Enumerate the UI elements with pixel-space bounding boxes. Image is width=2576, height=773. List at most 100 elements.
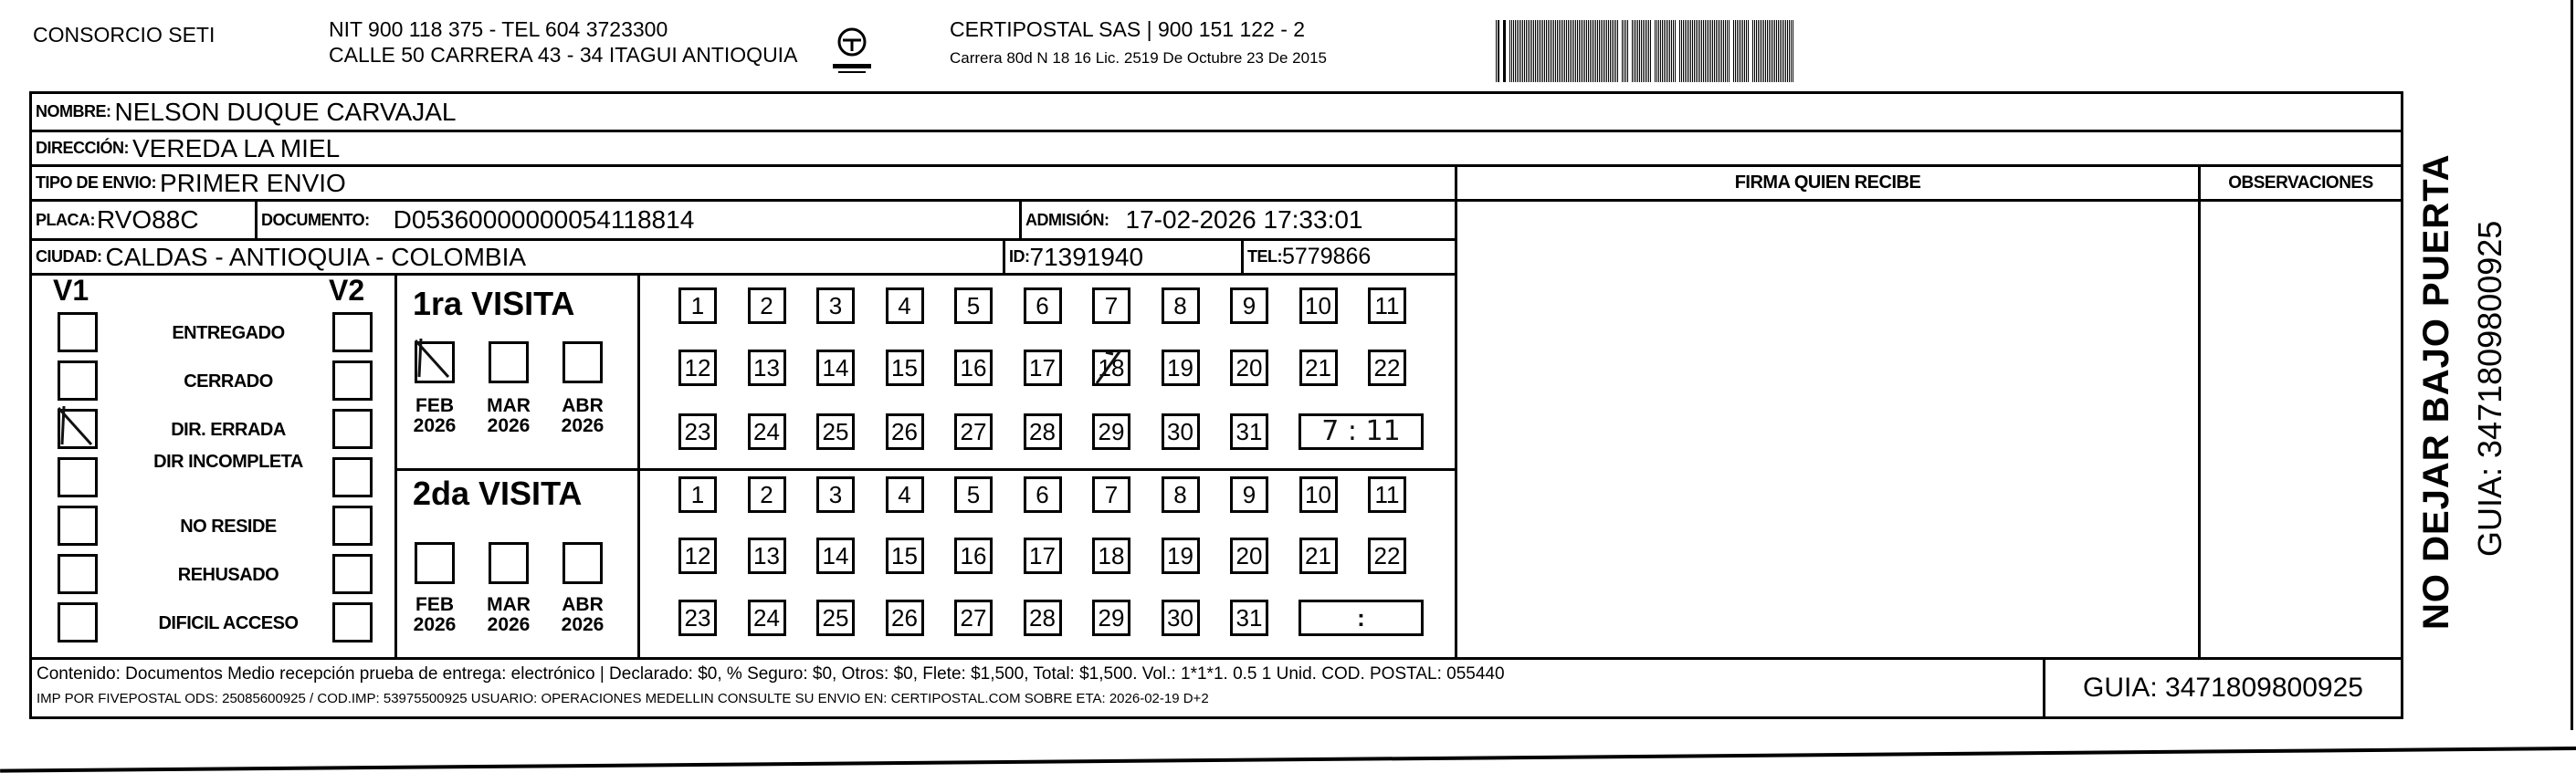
barcode-bar <box>1535 20 1536 82</box>
month-checkbox-abr[interactable] <box>563 341 603 383</box>
barcode-bar <box>1778 20 1779 82</box>
day-box-30[interactable]: 30 <box>1161 600 1200 636</box>
day-box-18[interactable]: 18 <box>1092 350 1130 386</box>
day-box-11[interactable]: 11 <box>1368 287 1406 324</box>
day-box-23[interactable]: 23 <box>678 413 717 450</box>
day-box-27[interactable]: 27 <box>954 413 993 450</box>
day-box-17[interactable]: 17 <box>1023 350 1062 386</box>
day-box-21[interactable]: 21 <box>1299 350 1338 386</box>
day-box-13[interactable]: 13 <box>747 350 786 386</box>
v2-checkbox[interactable] <box>332 360 373 401</box>
day-box-12[interactable]: 12 <box>678 350 717 386</box>
barcode-bar <box>1590 20 1591 82</box>
v2-checkbox[interactable] <box>332 409 373 449</box>
day-box-10[interactable]: 10 <box>1299 476 1338 513</box>
day-box-1[interactable]: 1 <box>678 287 717 324</box>
day-box-9[interactable]: 9 <box>1230 287 1268 324</box>
day-box-3[interactable]: 3 <box>816 287 855 324</box>
day-box-23[interactable]: 23 <box>678 600 717 636</box>
day-box-29[interactable]: 29 <box>1092 413 1130 450</box>
day-box-19[interactable]: 19 <box>1161 538 1200 574</box>
day-box-7[interactable]: 7 <box>1092 287 1130 324</box>
day-box-8[interactable]: 8 <box>1161 287 1200 324</box>
day-box-16[interactable]: 16 <box>954 538 993 574</box>
day-box-25[interactable]: 25 <box>816 600 855 636</box>
v2-checkbox[interactable] <box>332 554 373 594</box>
v1-checkbox[interactable] <box>58 602 98 642</box>
barcode-bar <box>1656 20 1657 82</box>
day-box-12[interactable]: 12 <box>678 538 717 574</box>
day-box-21[interactable]: 21 <box>1299 538 1338 574</box>
barcode-bar <box>1683 20 1684 82</box>
day-box-5[interactable]: 5 <box>954 476 993 513</box>
v2-checkbox[interactable] <box>332 506 373 546</box>
company-name: CONSORCIO SETI <box>33 23 216 47</box>
day-box-14[interactable]: 14 <box>816 538 855 574</box>
day-box-19[interactable]: 19 <box>1161 350 1200 386</box>
day-box-17[interactable]: 17 <box>1023 538 1062 574</box>
day-box-31[interactable]: 31 <box>1230 600 1268 636</box>
barcode-bar <box>1718 20 1719 82</box>
day-box-13[interactable]: 13 <box>747 538 786 574</box>
v1-checkbox[interactable] <box>58 506 98 546</box>
day-box-6[interactable]: 6 <box>1023 287 1062 324</box>
day-box-6[interactable]: 6 <box>1023 476 1062 513</box>
v1-checkbox[interactable] <box>58 457 98 497</box>
month-checkbox-mar[interactable] <box>489 542 529 584</box>
day-box-28[interactable]: 28 <box>1023 600 1062 636</box>
day-box-18[interactable]: 18 <box>1092 538 1130 574</box>
v2-checkbox[interactable] <box>332 602 373 642</box>
day-box-26[interactable]: 26 <box>885 413 924 450</box>
day-box-30[interactable]: 30 <box>1161 413 1200 450</box>
day-box-2[interactable]: 2 <box>747 476 786 513</box>
day-box-20[interactable]: 20 <box>1230 350 1268 386</box>
day-box-1[interactable]: 1 <box>678 476 717 513</box>
v1-checkbox[interactable] <box>58 554 98 594</box>
day-box-29[interactable]: 29 <box>1092 600 1130 636</box>
day-box-16[interactable]: 16 <box>954 350 993 386</box>
time-box[interactable]: : <box>1299 600 1424 636</box>
day-box-24[interactable]: 24 <box>747 413 786 450</box>
certipostal-logo <box>829 24 875 78</box>
day-box-2[interactable]: 2 <box>747 287 786 324</box>
day-box-22[interactable]: 22 <box>1368 538 1406 574</box>
barcode-bar <box>1669 20 1670 82</box>
v2-checkbox[interactable] <box>332 457 373 497</box>
v1-checkbox[interactable] <box>58 360 98 401</box>
day-box-5[interactable]: 5 <box>954 287 993 324</box>
firma-area[interactable] <box>1455 199 2201 660</box>
v1-checkbox[interactable] <box>58 312 98 352</box>
day-box-24[interactable]: 24 <box>747 600 786 636</box>
day-box-31[interactable]: 31 <box>1230 413 1268 450</box>
day-box-7[interactable]: 7 <box>1092 476 1130 513</box>
barcode-bar <box>1701 20 1702 82</box>
day-box-9[interactable]: 9 <box>1230 476 1268 513</box>
barcode-bar <box>1675 20 1676 82</box>
day-box-28[interactable]: 28 <box>1023 413 1062 450</box>
day-box-10[interactable]: 10 <box>1299 287 1338 324</box>
day-box-4[interactable]: 4 <box>885 476 924 513</box>
time-box[interactable]: 7 : 11 <box>1299 413 1424 450</box>
day-box-14[interactable]: 14 <box>816 350 855 386</box>
day-box-3[interactable]: 3 <box>816 476 855 513</box>
day-box-11[interactable]: 11 <box>1368 476 1406 513</box>
day-box-8[interactable]: 8 <box>1161 476 1200 513</box>
day-box-22[interactable]: 22 <box>1368 350 1406 386</box>
month-checkbox-feb[interactable] <box>415 542 455 584</box>
day-box-20[interactable]: 20 <box>1230 538 1268 574</box>
day-box-15[interactable]: 15 <box>885 538 924 574</box>
day-box-25[interactable]: 25 <box>816 413 855 450</box>
observaciones-area[interactable] <box>2198 199 2403 660</box>
month-checkbox-abr[interactable] <box>563 542 603 584</box>
month-checkbox-feb[interactable] <box>414 338 455 383</box>
day-box-4[interactable]: 4 <box>885 287 924 324</box>
day-box-27[interactable]: 27 <box>954 600 993 636</box>
v1-checkbox[interactable] <box>57 405 98 449</box>
v2-checkbox[interactable] <box>332 312 373 352</box>
direccion-label: DIRECCIÓN: <box>36 139 130 157</box>
visit2-title: 2da VISITA <box>413 475 583 512</box>
barcode-bar <box>1646 20 1647 82</box>
day-box-15[interactable]: 15 <box>885 350 924 386</box>
month-checkbox-mar[interactable] <box>489 341 529 383</box>
day-box-26[interactable]: 26 <box>885 600 924 636</box>
